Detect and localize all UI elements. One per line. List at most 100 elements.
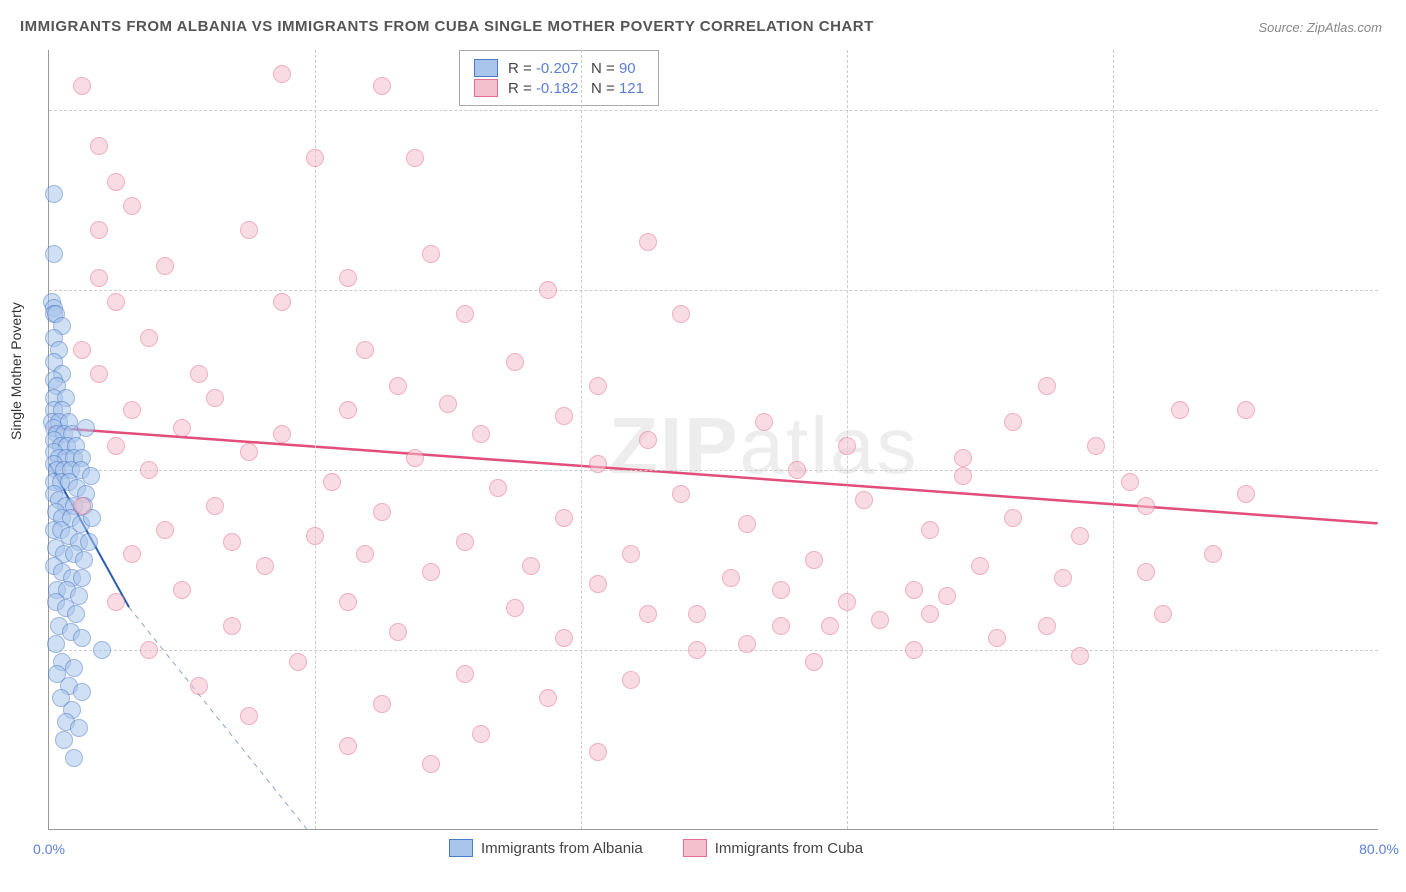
data-point xyxy=(73,77,91,95)
data-point xyxy=(373,503,391,521)
gridline-h xyxy=(49,650,1378,651)
source-name: ZipAtlas.com xyxy=(1307,20,1382,35)
data-point xyxy=(107,593,125,611)
gridline-v xyxy=(581,50,582,829)
data-point xyxy=(240,707,258,725)
x-tick-label: 0.0% xyxy=(33,841,65,857)
data-point xyxy=(639,605,657,623)
series-legend: Immigrants from AlbaniaImmigrants from C… xyxy=(449,839,863,857)
data-point xyxy=(672,305,690,323)
data-point xyxy=(1237,485,1255,503)
chart-plot-area: ZIPatlas R = -0.207 N = 90R = -0.182 N =… xyxy=(48,50,1378,830)
data-point xyxy=(206,497,224,515)
data-point xyxy=(123,545,141,563)
data-point xyxy=(422,755,440,773)
legend-swatch xyxy=(683,839,707,857)
legend-label: Immigrants from Albania xyxy=(481,840,643,857)
data-point xyxy=(821,617,839,635)
data-point xyxy=(456,665,474,683)
data-point xyxy=(389,623,407,641)
gridline-h xyxy=(49,290,1378,291)
data-point xyxy=(73,497,91,515)
data-point xyxy=(422,245,440,263)
y-tick-label: 15.0% xyxy=(1388,642,1406,658)
data-point xyxy=(439,395,457,413)
data-point xyxy=(273,293,291,311)
data-point xyxy=(1038,617,1056,635)
data-point xyxy=(688,605,706,623)
data-point xyxy=(506,353,524,371)
data-point xyxy=(223,533,241,551)
legend-swatch xyxy=(474,79,498,97)
data-point xyxy=(921,521,939,539)
data-point xyxy=(65,749,83,767)
legend-row: R = -0.182 N = 121 xyxy=(474,79,644,97)
data-point xyxy=(1137,563,1155,581)
legend-stats: R = -0.182 N = 121 xyxy=(508,80,644,97)
data-point xyxy=(988,629,1006,647)
data-point xyxy=(838,437,856,455)
data-point xyxy=(1171,401,1189,419)
data-point xyxy=(107,173,125,191)
data-point xyxy=(45,245,63,263)
data-point xyxy=(339,401,357,419)
data-point xyxy=(555,629,573,647)
legend-stats: R = -0.207 N = 90 xyxy=(508,60,636,77)
data-point xyxy=(93,641,111,659)
data-point xyxy=(339,269,357,287)
data-point xyxy=(55,731,73,749)
data-point xyxy=(406,149,424,167)
data-point xyxy=(73,341,91,359)
data-point xyxy=(140,329,158,347)
legend-item: Immigrants from Albania xyxy=(449,839,643,857)
data-point xyxy=(738,515,756,533)
data-point xyxy=(738,635,756,653)
data-point xyxy=(1137,497,1155,515)
data-point xyxy=(356,341,374,359)
data-point xyxy=(1204,545,1222,563)
data-point xyxy=(805,551,823,569)
data-point xyxy=(373,695,391,713)
data-point xyxy=(589,743,607,761)
data-point xyxy=(90,269,108,287)
gridline-h xyxy=(49,110,1378,111)
data-point xyxy=(1004,413,1022,431)
data-point xyxy=(472,725,490,743)
data-point xyxy=(289,653,307,671)
data-point xyxy=(173,581,191,599)
data-point xyxy=(190,365,208,383)
data-point xyxy=(971,557,989,575)
data-point xyxy=(772,617,790,635)
data-point xyxy=(206,389,224,407)
data-point xyxy=(339,737,357,755)
data-point xyxy=(456,533,474,551)
data-point xyxy=(156,257,174,275)
data-point xyxy=(589,455,607,473)
y-axis-label: Single Mother Poverty xyxy=(8,302,24,440)
data-point xyxy=(688,641,706,659)
data-point xyxy=(65,659,83,677)
data-point xyxy=(273,425,291,443)
data-point xyxy=(589,575,607,593)
data-point xyxy=(555,509,573,527)
data-point xyxy=(323,473,341,491)
data-point xyxy=(75,551,93,569)
data-point xyxy=(456,305,474,323)
data-point xyxy=(140,461,158,479)
data-point xyxy=(905,581,923,599)
chart-title: IMMIGRANTS FROM ALBANIA VS IMMIGRANTS FR… xyxy=(20,18,874,35)
data-point xyxy=(522,557,540,575)
data-point xyxy=(489,479,507,497)
data-point xyxy=(256,557,274,575)
data-point xyxy=(73,683,91,701)
data-point xyxy=(788,461,806,479)
data-point xyxy=(90,221,108,239)
source-prefix: Source: xyxy=(1258,20,1306,35)
data-point xyxy=(539,689,557,707)
data-point xyxy=(156,521,174,539)
gridline-h xyxy=(49,470,1378,471)
y-tick-label: 30.0% xyxy=(1388,462,1406,478)
data-point xyxy=(306,527,324,545)
data-point xyxy=(539,281,557,299)
data-point xyxy=(190,677,208,695)
